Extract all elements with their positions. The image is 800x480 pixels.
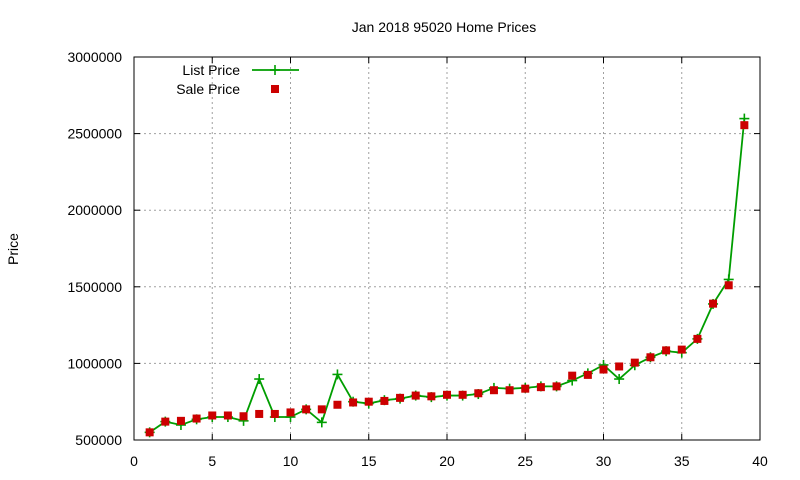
legend-label-sale-price: Sale Price (176, 81, 240, 97)
sale-price-point (505, 386, 514, 395)
series (144, 113, 750, 438)
sale-price-point (270, 409, 279, 418)
sale-price-point (521, 384, 530, 393)
sale-price-point (208, 411, 217, 420)
x-tick-label: 35 (674, 453, 690, 469)
sale-price-point (333, 400, 342, 409)
sale-price-point (286, 408, 295, 417)
legend-sample-sale-price (271, 85, 279, 93)
sale-price-point (583, 370, 592, 379)
sale-price-point (239, 412, 248, 421)
sale-price-point (443, 390, 451, 399)
legend-marker (271, 85, 279, 93)
list-price-line (149, 118, 746, 434)
y-tick-label: 3000000 (67, 49, 122, 65)
sale-price-point (396, 393, 405, 402)
axis-ticks: 0 5 10 15 20 25 30 35 40 500000 1000000 1500000 2000… (67, 49, 768, 469)
sale-price-point (693, 334, 702, 343)
sale-price-point (302, 405, 311, 414)
legend-label-list-price: List Price (182, 62, 240, 78)
grid (134, 57, 760, 440)
sale-price-point (740, 121, 749, 130)
y-tick-label: 500000 (75, 432, 122, 448)
y-axis-label: Price (5, 233, 21, 265)
sale-price-point (630, 358, 639, 367)
sale-price-point (223, 411, 232, 420)
x-tick-label: 5 (208, 453, 216, 469)
y-tick-label: 1500000 (67, 279, 122, 295)
sale-price-point (176, 416, 185, 425)
sale-price-point (411, 391, 420, 400)
sale-price-point (677, 345, 686, 354)
chart-title: Jan 2018 95020 Home Prices (352, 19, 536, 35)
sale-price-point (536, 383, 545, 392)
sale-price-point (568, 371, 577, 380)
sale-price-point (552, 382, 561, 391)
y-tick-label: 2500000 (67, 126, 122, 142)
list-price-point (254, 374, 265, 385)
y-tick-label: 2000000 (67, 202, 122, 218)
legend-sample-list-price (252, 65, 299, 75)
sale-price-point (709, 299, 718, 308)
sale-price-point (192, 414, 201, 423)
sale-price-point (349, 398, 358, 407)
list-price-point (614, 374, 625, 385)
list-price-point (316, 417, 327, 428)
sale-price-point (380, 396, 389, 405)
sale-price-point (364, 397, 373, 406)
sale-price-point (161, 417, 170, 426)
sale-price-point (474, 389, 483, 398)
sale-price-point (646, 353, 655, 362)
legend: List Price Sale Price (176, 62, 299, 97)
sale-price-point (599, 365, 608, 374)
sale-price-point (317, 405, 326, 414)
sale-price-point (724, 281, 733, 290)
x-tick-label: 15 (361, 453, 377, 469)
x-tick-label: 0 (130, 453, 138, 469)
x-tick-label: 10 (283, 453, 299, 469)
y-tick-label: 1000000 (67, 355, 122, 371)
sale-price-point (427, 392, 436, 401)
sale-price-point (615, 362, 624, 371)
sale-price-point (662, 346, 671, 355)
sale-price-point (255, 409, 264, 418)
x-tick-label: 25 (517, 453, 533, 469)
legend-marker (270, 65, 280, 75)
x-tick-label: 40 (752, 453, 768, 469)
sale-price-point (145, 428, 154, 437)
list-price-point (332, 369, 343, 380)
sale-price-point (489, 386, 498, 395)
x-tick-label: 30 (596, 453, 612, 469)
sale-price-point (458, 390, 467, 399)
x-tick-label: 20 (439, 453, 455, 469)
